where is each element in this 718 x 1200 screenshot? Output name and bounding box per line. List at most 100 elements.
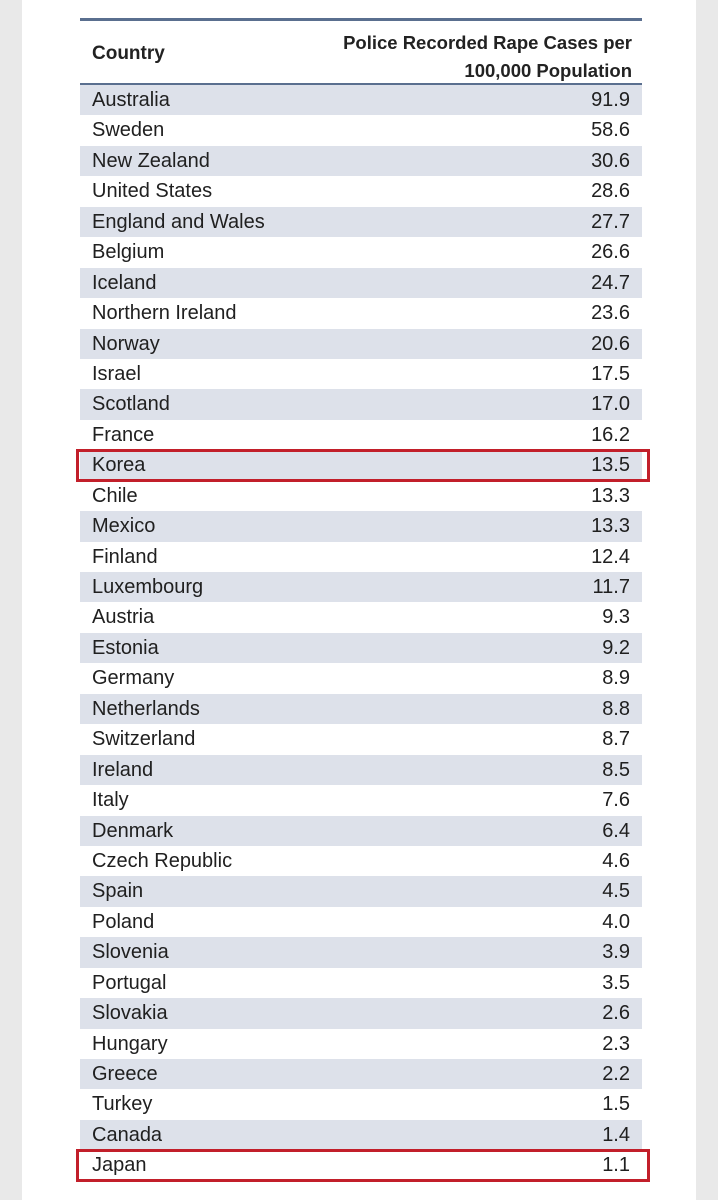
table-row: Slovenia 3.9 [80, 937, 642, 968]
table-row: Poland 4.0 [80, 907, 642, 937]
country-cell: Japan [92, 1154, 147, 1177]
rape-cases-table: Country Police Recorded Rape Cases per 1… [80, 18, 642, 1181]
country-cell: Italy [92, 789, 129, 812]
table-row: Norway 20.6 [80, 328, 642, 359]
value-cell: 8.8 [602, 697, 630, 720]
table-row: Greece 2.2 [80, 1059, 642, 1090]
table-row: Spain 4.5 [80, 876, 642, 907]
table-row: Turkey 1.5 [80, 1089, 642, 1119]
country-cell: Scotland [92, 393, 170, 416]
value-cell: 4.0 [602, 910, 630, 933]
table-row: Iceland 24.7 [80, 267, 642, 299]
table-row: Chile 13.3 [80, 481, 642, 511]
country-cell: England and Wales [92, 210, 265, 233]
header-value: Police Recorded Rape Cases per 100,000 P… [272, 29, 632, 85]
value-cell: 1.4 [602, 1123, 630, 1146]
value-cell: 2.2 [602, 1063, 630, 1085]
header-country: Country [92, 43, 165, 64]
value-cell: 13.5 [591, 454, 630, 477]
table-row: Canada 1.4 [80, 1119, 642, 1151]
value-cell: 3.5 [602, 971, 630, 994]
table-row: Netherlands 8.8 [80, 693, 642, 725]
country-cell: Iceland [92, 271, 157, 294]
table-row: Germany 8.9 [80, 663, 642, 693]
value-cell: 8.9 [602, 667, 630, 690]
value-cell: 26.6 [591, 241, 630, 264]
value-cell: 6.4 [602, 819, 630, 842]
table-row: Northern Ireland 23.6 [80, 298, 642, 328]
country-cell: Portugal [92, 971, 167, 994]
country-cell: Finland [92, 545, 158, 568]
table-row: New Zealand 30.6 [80, 145, 642, 177]
value-cell: 30.6 [591, 149, 630, 172]
value-cell: 91.9 [591, 89, 630, 111]
country-cell: Northern Ireland [92, 302, 237, 325]
country-cell: Austria [92, 606, 155, 629]
table-row: Portugal 3.5 [80, 968, 642, 998]
table-row: Hungary 2.3 [80, 1029, 642, 1059]
table-row: England and Wales 27.7 [80, 206, 642, 238]
table-row: Sweden 58.6 [80, 115, 642, 145]
table-row: Finland 12.4 [80, 542, 642, 572]
table-top-rule [80, 18, 642, 21]
value-cell: 2.6 [602, 1002, 630, 1025]
country-cell: Denmark [92, 819, 174, 842]
table-row: Luxembourg 11.7 [80, 572, 642, 603]
table-row: Slovakia 2.6 [80, 998, 642, 1029]
header-value-line2: 100,000 Population [464, 60, 632, 81]
country-cell: Canada [92, 1123, 163, 1146]
table-row: Japan 1.1 [80, 1150, 642, 1180]
value-cell: 27.7 [591, 210, 630, 233]
table-row: Italy 7.6 [80, 785, 642, 815]
country-cell: Slovakia [92, 1002, 168, 1025]
table-row: Scotland 17.0 [80, 389, 642, 420]
table-row: Estonia 9.2 [80, 632, 642, 664]
value-cell: 17.0 [591, 393, 630, 416]
table-row: Ireland 8.5 [80, 754, 642, 786]
value-cell: 28.6 [591, 180, 630, 203]
country-cell: Slovenia [92, 941, 169, 964]
table-row: Denmark 6.4 [80, 815, 642, 846]
table-row: Switzerland 8.7 [80, 724, 642, 754]
country-cell: Norway [92, 332, 160, 355]
table-body: Australia 91.9 Sweden 58.6 New Zealand 30.6 Un… [80, 85, 642, 1181]
country-cell: Turkey [92, 1093, 153, 1116]
country-cell: Czech Republic [92, 849, 233, 872]
value-cell: 9.2 [602, 636, 630, 659]
country-cell: Korea [92, 454, 146, 477]
country-cell: Switzerland [92, 728, 196, 751]
value-cell: 9.3 [602, 606, 630, 629]
country-cell: Ireland [92, 758, 154, 781]
country-cell: Mexico [92, 515, 156, 538]
table-row: Korea 13.5 [80, 450, 642, 481]
value-cell: 23.6 [591, 302, 630, 325]
country-cell: Australia [92, 89, 170, 111]
value-cell: 12.4 [591, 545, 630, 568]
country-cell: Spain [92, 880, 144, 903]
value-cell: 4.5 [602, 880, 630, 903]
value-cell: 1.1 [602, 1154, 630, 1177]
table-row: Austria 9.3 [80, 602, 642, 632]
value-cell: 8.7 [602, 728, 630, 751]
value-cell: 4.6 [602, 849, 630, 872]
country-cell: Greece [92, 1063, 158, 1085]
value-cell: 7.6 [602, 789, 630, 812]
country-cell: Netherlands [92, 697, 200, 720]
country-cell: Belgium [92, 241, 165, 264]
value-cell: 20.6 [591, 332, 630, 355]
table-row: Australia 91.9 [80, 85, 642, 116]
value-cell: 58.6 [591, 119, 630, 142]
value-cell: 16.2 [591, 423, 630, 446]
country-cell: New Zealand [92, 149, 210, 172]
value-cell: 1.5 [602, 1093, 630, 1116]
value-cell: 24.7 [591, 271, 630, 294]
table-row: Mexico 13.3 [80, 511, 642, 542]
country-cell: Luxembourg [92, 576, 204, 598]
country-cell: Israel [92, 362, 141, 385]
country-cell: Estonia [92, 636, 159, 659]
country-cell: Hungary [92, 1032, 168, 1055]
table-row: United States 28.6 [80, 176, 642, 206]
table-row: Czech Republic 4.6 [80, 846, 642, 876]
table-row: Israel 17.5 [80, 359, 642, 389]
value-cell: 13.3 [591, 515, 630, 538]
